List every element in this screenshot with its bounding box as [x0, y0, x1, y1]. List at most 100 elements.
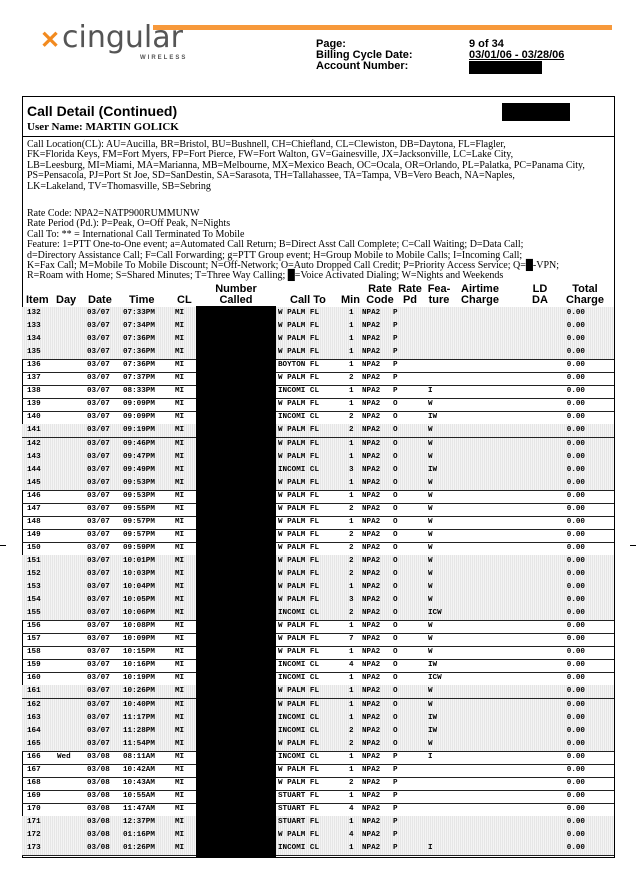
cell-rate-pd: P [393, 791, 398, 800]
col-total-charge: Total Charge [564, 284, 606, 306]
cell-time: 07:36PM [123, 348, 155, 357]
cell-total: 0.00 [566, 478, 585, 487]
cell-time: 10:06PM [123, 609, 155, 618]
cell-rate-code: NPA2 [362, 570, 381, 578]
cell-date: 03/08 [87, 804, 110, 813]
cell-min: 2 [349, 556, 354, 565]
table-row: 132 03/07 07:33PM MI W PALM FL 1 NPA2 P 0.00 [22, 307, 614, 321]
cell-date: 03/07 [87, 335, 110, 344]
cell-item: 160 [27, 674, 41, 683]
table-row: 153 03/07 10:04PM MI W PALM FL 1 NPA2 O W 0.00 [22, 581, 614, 596]
cell-cl: MI [175, 439, 185, 448]
cell-date: 03/08 [87, 831, 110, 839]
table-row: 146 03/07 09:53PM MI W PALM FL 1 NPA2 O W 0.00 [22, 490, 614, 504]
col-number-called: Number Called [206, 284, 266, 306]
cell-rate-pd: O [393, 400, 398, 409]
cell-rate-pd: O [393, 661, 398, 670]
cell-time: 10:03PM [123, 570, 155, 578]
cell-item: 132 [27, 309, 41, 317]
table-row: 136 03/07 07:36PM MI BOYTON FL 1 NPA2 P 0.00 [22, 359, 614, 374]
legend-line: Feature: 1=PTT One-to-One event; a=Autom… [27, 239, 524, 251]
cell-time: 10:26PM [123, 687, 155, 696]
cell-min: 1 [349, 622, 354, 631]
legend-line: LB=Leesburg, MI=Miami, MA=Marianna, MB=M… [27, 159, 585, 171]
cell-item: 167 [27, 765, 41, 774]
col-day: Day [56, 294, 77, 306]
cell-time: 09:57PM [123, 517, 155, 526]
cell-min: 2 [349, 778, 354, 787]
cell-time: 07:34PM [123, 322, 155, 331]
cell-call-to: INCOMI CL [278, 609, 320, 618]
cell-feature: W [428, 504, 433, 513]
cell-time: 11:28PM [123, 726, 155, 735]
cell-date: 03/07 [87, 530, 110, 539]
cell-rate-code: NPA2 [362, 609, 381, 618]
cell-time: 08:11AM [123, 752, 155, 761]
cell-cl: MI [175, 322, 185, 331]
cell-call-to: W PALM FL [278, 335, 320, 344]
table-row: 140 03/07 09:09PM MI INCOMI CL 2 NPA2 O IW 0.00 [22, 411, 614, 426]
col-total-line2: Charge [566, 294, 604, 306]
col-feature-line2: ture [428, 294, 450, 306]
cell-feature: W [428, 400, 433, 409]
cell-min: 4 [349, 804, 354, 813]
cell-min: 3 [349, 596, 354, 605]
col-min: Min [341, 294, 360, 306]
cell-call-to: W PALM FL [278, 426, 320, 435]
table-row: 156 03/07 10:08PM MI W PALM FL 1 NPA2 O W 0.00 [22, 620, 614, 635]
cell-rate-pd: O [393, 413, 398, 422]
cell-min: 2 [349, 570, 354, 578]
cell-min: 1 [349, 700, 354, 709]
cell-rate-code: NPA2 [362, 335, 381, 344]
cell-min: 2 [349, 726, 354, 735]
cell-date: 03/07 [87, 465, 110, 474]
cell-feature: W [428, 478, 433, 487]
cell-total: 0.00 [566, 452, 585, 461]
col-feature-line1: Fea- [427, 283, 451, 295]
cell-min: 2 [349, 530, 354, 539]
cell-date: 03/08 [87, 752, 110, 761]
cell-cl: MI [175, 387, 185, 396]
table-row: 164 03/07 11:28PM MI INCOMI CL 2 NPA2 O IW 0.00 [22, 724, 614, 739]
cell-min: 1 [349, 361, 354, 370]
col-ld-line1: LD [532, 283, 548, 295]
col-date: Date [88, 294, 112, 306]
cell-date: 03/07 [87, 322, 110, 331]
cell-cl: MI [175, 791, 185, 800]
cell-total: 0.00 [566, 400, 585, 409]
table-row: 138 03/07 08:33PM MI INCOMI CL 1 NPA2 P I 0.00 [22, 385, 614, 400]
cell-date: 03/07 [87, 648, 110, 657]
cell-total: 0.00 [566, 831, 585, 839]
cell-feature: W [428, 491, 433, 500]
col-time: Time [129, 294, 155, 306]
cell-item: 142 [27, 439, 41, 448]
cell-time: 09:46PM [123, 439, 155, 448]
cell-rate-pd: O [393, 556, 398, 565]
cell-rate-code: NPA2 [362, 804, 381, 813]
col-number-line1: Number [215, 283, 257, 295]
cell-item: 137 [27, 374, 41, 383]
cell-rate-pd: O [393, 635, 398, 644]
cell-time: 09:09PM [123, 400, 155, 409]
table-row: 163 03/07 11:17PM MI INCOMI CL 1 NPA2 O IW 0.00 [22, 711, 614, 726]
cell-item: 159 [27, 661, 41, 670]
cell-rate-code: NPA2 [362, 726, 381, 735]
table-row: 165 03/07 11:54PM MI W PALM FL 2 NPA2 O W 0.00 [22, 737, 614, 752]
cell-min: 2 [349, 413, 354, 422]
cell-call-to: W PALM FL [278, 452, 320, 461]
cell-item: 153 [27, 583, 41, 592]
cell-min: 2 [349, 374, 354, 383]
cell-time: 12:37PM [123, 817, 155, 826]
cell-call-to: W PALM FL [278, 622, 320, 631]
cell-rate-pd: O [393, 452, 398, 461]
table-row: 162 03/07 10:40PM MI W PALM FL 1 NPA2 O W 0.00 [22, 698, 614, 713]
cell-cl: MI [175, 400, 185, 409]
cell-cl: MI [175, 726, 185, 735]
cell-time: 09:55PM [123, 504, 155, 513]
cell-total: 0.00 [566, 622, 585, 631]
cell-cl: MI [175, 335, 185, 344]
cell-total: 0.00 [566, 335, 585, 344]
cell-call-to: INCOMI CL [278, 661, 320, 670]
cell-call-to: W PALM FL [278, 374, 320, 383]
